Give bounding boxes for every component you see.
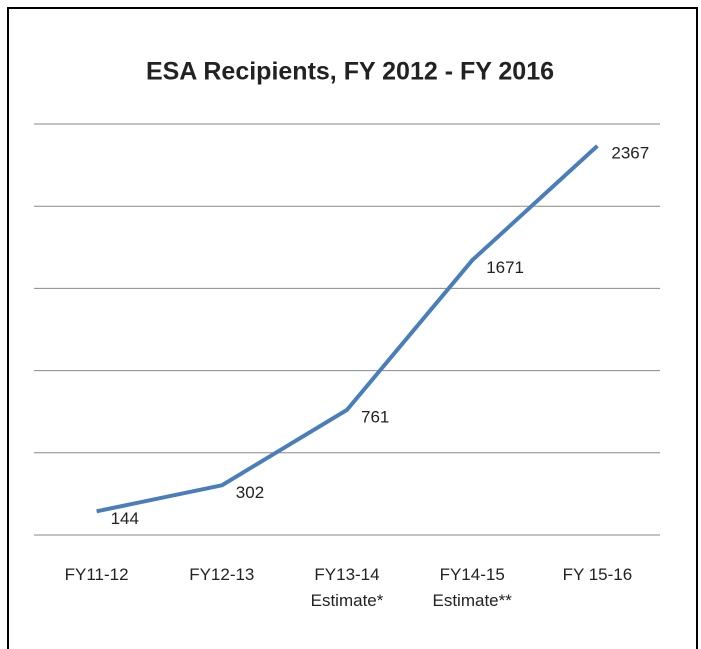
- line: [96, 144, 599, 514]
- data-label: 2367: [611, 143, 649, 162]
- chart-title: ESA Recipients, FY 2012 - FY 2016: [146, 58, 554, 86]
- frame: [7, 7, 698, 649]
- x-tick-label: FY14-15 Estimate**: [432, 565, 512, 610]
- data-label: 1671: [486, 258, 524, 277]
- x-tick-label: FY13-14 Estimate*: [310, 565, 384, 610]
- data-label: 761: [361, 407, 389, 426]
- x-tick-label: FY 15-16: [562, 565, 633, 584]
- data-label: 144: [111, 509, 139, 528]
- x-tick-label: FY11-12: [64, 565, 129, 584]
- x-tick-label: FY12-13: [189, 565, 255, 584]
- data-label: 302: [236, 483, 264, 502]
